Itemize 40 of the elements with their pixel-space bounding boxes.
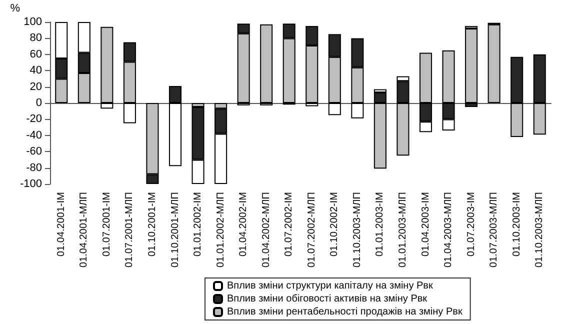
y-tick-label: -80 bbox=[26, 162, 42, 174]
bar bbox=[488, 24, 500, 103]
y-tick-label: 80 bbox=[30, 32, 42, 44]
x-tick-label: 01.01.2003-IM bbox=[374, 192, 386, 256]
x-tick-label: 01.01.2002-МЛП bbox=[215, 192, 226, 268]
y-tick-label: 40 bbox=[30, 64, 42, 77]
x-tick-label: 01.07.2002-IM bbox=[284, 192, 295, 256]
y-tick-label: -20 bbox=[26, 113, 42, 126]
x-tick-label: 01.10.2001-МЛП bbox=[170, 192, 181, 268]
y-axis-title: % bbox=[10, 2, 20, 14]
x-tick-label: 01.07.2002-МЛП bbox=[306, 192, 318, 268]
y-tick-label: -100 bbox=[20, 178, 42, 190]
legend-label: Вплив зміни обіговості активів на зміну Рвк bbox=[227, 294, 428, 304]
x-tick-label: 01.04.2002-МЛП bbox=[260, 192, 272, 268]
x-tick-label: 01.04.2001-IM bbox=[56, 192, 67, 256]
bar bbox=[465, 28, 478, 103]
x-tick-label: 01.10.2001-IM bbox=[146, 192, 158, 256]
x-tick-label: 01.04.2002-IM bbox=[238, 192, 250, 256]
legend-label: Вплив зміни структури капіталу на зміну Рвк bbox=[227, 280, 434, 292]
y-tick-label: 20 bbox=[30, 80, 42, 93]
y-tick-label: 0 bbox=[36, 97, 42, 109]
legend-label: Вплив зміни рентабельності продажів на зміну Рвк bbox=[227, 306, 463, 318]
x-tick-label: 01.10.2002-IM bbox=[329, 192, 340, 256]
bar bbox=[260, 24, 273, 103]
y-tick-label: 60 bbox=[30, 48, 42, 60]
x-tick-label: 01.07.2003-IM bbox=[466, 192, 477, 256]
y-tick-label: -40 bbox=[26, 129, 42, 142]
x-tick-label: 01.04.2003-IM bbox=[420, 192, 432, 256]
x-tick-label: 01.10.2003-МЛП bbox=[534, 192, 546, 268]
x-tick-label: 01.04.2001-МЛП bbox=[78, 192, 90, 268]
x-tick-label: 01.10.2003-МЛП bbox=[352, 192, 363, 268]
x-tick-label: 01.04.2003-МЛП bbox=[443, 192, 454, 268]
y-tick-label: 100 bbox=[24, 16, 42, 28]
x-tick-label: 01.07.2001-IM bbox=[101, 192, 112, 256]
x-tick-label: 01.01.2002-IM bbox=[192, 192, 204, 256]
x-tick-label: 01.10.2003-IM bbox=[511, 192, 522, 256]
x-tick-label: 01.07.2003-МЛП bbox=[488, 192, 500, 268]
y-tick-label: -60 bbox=[26, 146, 42, 158]
x-tick-label: 01.07.2001-МЛП bbox=[124, 192, 136, 268]
x-tick-label: 01.01.2003-МЛП bbox=[397, 192, 408, 268]
